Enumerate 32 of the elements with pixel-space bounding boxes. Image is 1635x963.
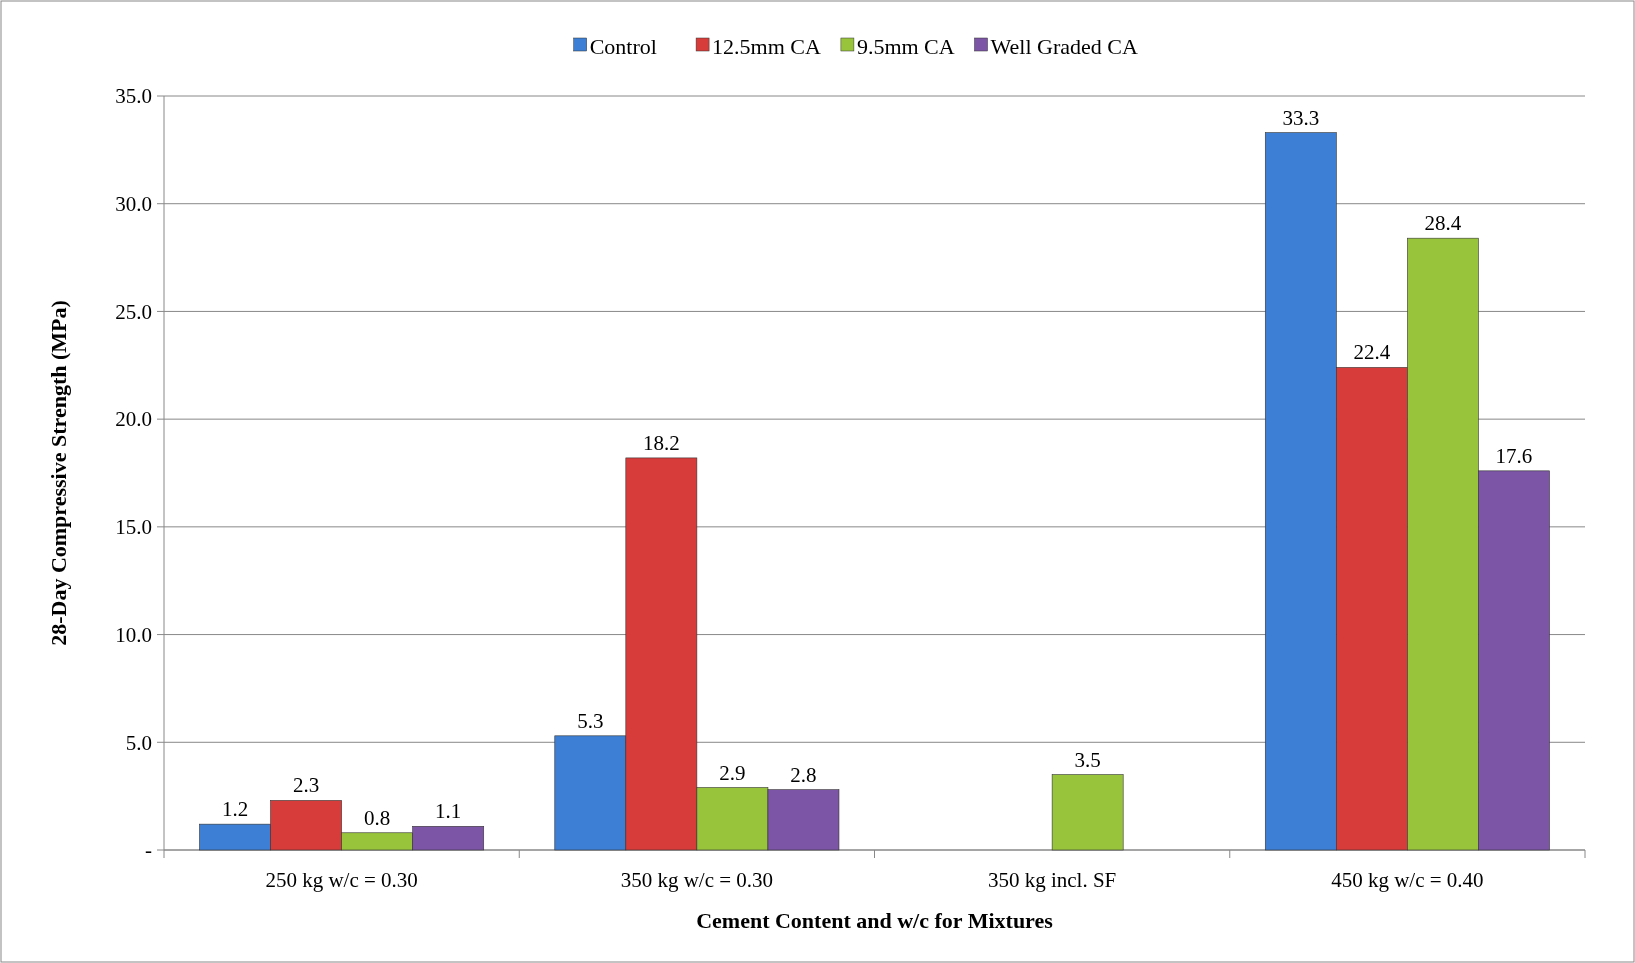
x-axis-title: Cement Content and w/c for Mixtures bbox=[696, 908, 1054, 933]
data-label: 3.5 bbox=[1074, 747, 1101, 772]
data-label: 17.6 bbox=[1495, 443, 1533, 468]
legend-label: Control bbox=[589, 33, 657, 59]
bar bbox=[1051, 774, 1124, 851]
y-tick-label: 35.0 bbox=[115, 84, 152, 109]
y-tick-label: - bbox=[145, 838, 152, 863]
data-label: 22.4 bbox=[1353, 340, 1391, 365]
y-tick-label: 25.0 bbox=[115, 299, 152, 324]
data-label: 0.8 bbox=[364, 805, 391, 830]
y-tick-label: 20.0 bbox=[115, 407, 152, 432]
x-tick-label: 450 kg w/c = 0.40 bbox=[1331, 868, 1484, 892]
data-label: 33.3 bbox=[1282, 105, 1320, 130]
y-tick-label: 10.0 bbox=[115, 622, 152, 647]
data-label: 18.2 bbox=[642, 430, 680, 455]
y-tick-label: 5.0 bbox=[125, 730, 152, 755]
data-label: 1.2 bbox=[221, 797, 249, 822]
data-label: 2.9 bbox=[719, 760, 746, 785]
legend-label: 12.5mm CA bbox=[712, 33, 821, 59]
x-tick-label: 250 kg w/c = 0.30 bbox=[265, 868, 418, 892]
data-label: 2.8 bbox=[790, 762, 817, 787]
x-tick-label: 350 kg incl. SF bbox=[987, 868, 1117, 892]
data-label: 1.1 bbox=[435, 799, 462, 824]
legend-label: 9.5mm CA bbox=[856, 33, 955, 59]
y-tick-label: 15.0 bbox=[115, 515, 152, 540]
data-label: 28.4 bbox=[1424, 211, 1462, 236]
data-label: 2.3 bbox=[292, 773, 320, 798]
y-tick-label: 30.0 bbox=[115, 192, 152, 217]
data-label: 5.3 bbox=[577, 708, 604, 733]
x-tick-label: 350 kg w/c = 0.30 bbox=[620, 868, 774, 892]
y-axis-title: 28-Day Compressive Strength (MPa) bbox=[46, 300, 71, 646]
legend-label: Well Graded CA bbox=[990, 33, 1138, 59]
